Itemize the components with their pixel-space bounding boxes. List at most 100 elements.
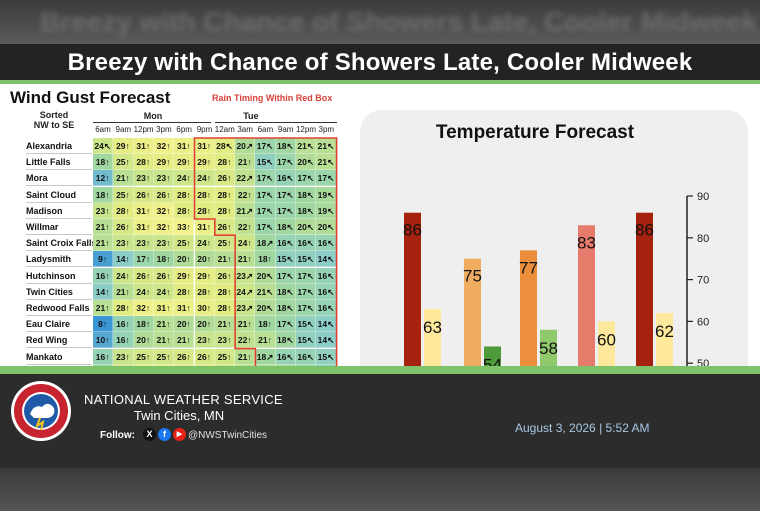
gust-cell: 23↑ [113, 235, 134, 252]
hour-header: 3am [237, 125, 253, 134]
city-label: Mora [26, 170, 92, 187]
gust-cell: 28↑ [194, 202, 215, 219]
gust-cell: 18↑ [133, 316, 154, 333]
follow-label: Follow: [100, 430, 135, 441]
gust-cell: 24↑ [133, 283, 154, 300]
gust-cell: 28↑ [113, 300, 134, 316]
gust-cell: 17↖ [296, 283, 317, 300]
nws-office-name: Twin Cities, MN [133, 408, 225, 423]
gust-cell: 15↖ [255, 154, 276, 171]
gust-cell: 14↑ [113, 251, 134, 268]
gust-cell: 28↑ [214, 300, 236, 316]
gust-cell: 26↑ [214, 170, 236, 187]
gust-cell: 23↗ [235, 267, 256, 284]
gust-cell: 18↖ [275, 300, 296, 316]
gust-cell: 20↗ [235, 138, 256, 154]
gust-cell: 21↖ [296, 138, 317, 154]
gust-cell: 20↑ [194, 316, 215, 333]
gust-cell: 18↖ [275, 219, 296, 235]
gust-cell: 25↑ [153, 348, 175, 365]
city-label: Hutchinson [26, 268, 92, 284]
gust-cell: 23↑ [153, 235, 175, 252]
gust-cell: 31↑ [194, 219, 215, 235]
gust-cell: 25↑ [113, 186, 134, 203]
gust-cell: 28↑ [113, 202, 134, 219]
gust-cell: 21↑ [214, 316, 236, 333]
gust-cell: 23↑ [133, 170, 154, 187]
gust-cell: 22↑ [235, 332, 256, 349]
gust-cell: 19↖ [316, 202, 337, 219]
high-temp-label: 83 [577, 233, 596, 252]
sort-order-label: Sorted NW to SE [24, 110, 84, 130]
gust-cell: 21↑ [235, 251, 256, 268]
gust-cell: 29↑ [194, 154, 215, 171]
forecast-graphic: Breezy with Chance of Showers Late, Cool… [0, 44, 760, 468]
city-label: Saint Croix Falls [26, 235, 97, 252]
gust-cell: 17↖ [316, 170, 337, 187]
gust-cell: 20↑ [194, 251, 215, 268]
hour-header: 3pm [318, 125, 335, 134]
high-temp-bar [578, 225, 595, 405]
gust-cell: 17↖ [255, 186, 276, 203]
gust-cell: 25↑ [174, 235, 195, 252]
gust-cell: 26↑ [133, 267, 154, 284]
gust-cell: 29↑ [194, 267, 215, 284]
gust-cell: 16↖ [275, 170, 296, 187]
gust-cell: 24↗ [235, 283, 256, 300]
y-tick-label: 70 [697, 275, 709, 287]
gust-cell: 23↑ [214, 332, 236, 349]
gust-cell: 31↑ [174, 138, 195, 154]
gust-cell: 25↑ [113, 154, 134, 171]
issue-timestamp: August 3, 2026 | 5:52 AM [515, 421, 650, 435]
gust-cell: 16↖ [316, 283, 337, 300]
gust-cell: 15↖ [275, 251, 296, 268]
y-tick-label: 90 [697, 191, 709, 203]
gust-cell: 15↖ [316, 348, 337, 365]
hour-header: 3pm [156, 125, 172, 134]
gust-cell: 21↖ [316, 138, 337, 154]
facebook-icon[interactable]: f [158, 428, 171, 441]
gust-cell: 24↑ [235, 235, 256, 252]
gust-cell: 16↖ [316, 300, 337, 316]
city-label: Red Wing [26, 332, 92, 349]
gust-cell: 33↑ [174, 219, 195, 235]
hour-header: 12pm [133, 125, 154, 134]
gust-cell: 22↑ [235, 186, 256, 203]
gust-cell: 8↑ [93, 316, 114, 333]
gust-cell: 26↑ [174, 348, 195, 365]
sort-label-line-1: Sorted [39, 110, 69, 120]
gust-cell: 24↑ [153, 283, 175, 300]
gust-cell: 26↑ [153, 186, 175, 203]
gust-cell: 17↖ [255, 219, 276, 235]
gust-cell: 21↖ [255, 283, 276, 300]
gust-cell: 18↑ [93, 154, 114, 171]
social-handle[interactable]: @NWSTwinCities [188, 430, 268, 441]
gust-cell: 31↑ [153, 300, 175, 316]
low-temp-label: 62 [655, 322, 674, 341]
gust-cell: 31↑ [133, 138, 154, 154]
gust-cell: 26↑ [214, 267, 236, 284]
gust-cell: 16↖ [296, 348, 317, 365]
gust-cell: 26↑ [194, 348, 215, 365]
gust-cell: 23↑ [153, 170, 175, 187]
gust-cell: 23↗ [235, 300, 256, 316]
gust-cell: 18↖ [275, 332, 296, 349]
gust-cell: 17↖ [255, 138, 276, 154]
gust-cell: 29↑ [113, 138, 134, 154]
gust-cell: 18↖ [275, 283, 296, 300]
gust-cell: 18↑ [93, 186, 114, 203]
gust-cell: 17↖ [296, 267, 317, 284]
gust-cell: 21↑ [235, 316, 256, 333]
gust-cell: 25↑ [133, 348, 154, 365]
gust-cell: 21↑ [153, 332, 175, 349]
x-icon[interactable]: X [143, 428, 156, 441]
city-label: Ladysmith [26, 251, 92, 268]
gust-cell: 16↑ [93, 348, 114, 365]
youtube-icon[interactable]: ▶ [173, 428, 186, 441]
gust-cell: 28↑ [194, 186, 215, 203]
gust-cell: 18↑ [153, 251, 175, 268]
rain-timing-note: Rain Timing Within Red Box [212, 93, 333, 103]
city-label: Willmar [26, 219, 92, 235]
high-temp-bar [636, 212, 653, 405]
gust-cell: 16↖ [275, 235, 296, 252]
